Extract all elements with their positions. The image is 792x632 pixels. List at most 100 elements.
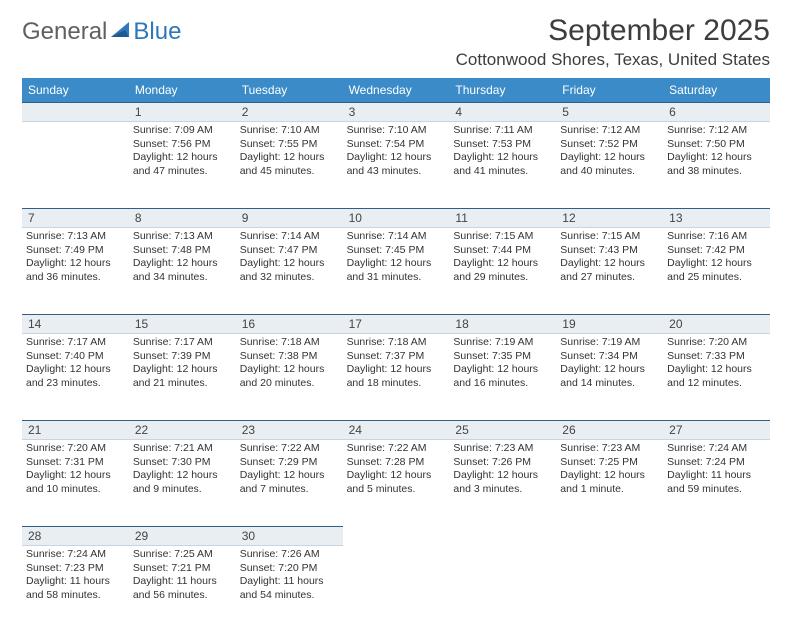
daylight-text-b: and 7 minutes. — [240, 483, 339, 497]
calendar-cell: Sunrise: 7:11 AMSunset: 7:53 PMDaylight:… — [449, 122, 556, 208]
sunrise-text: Sunrise: 7:22 AM — [240, 442, 339, 456]
day-number: 25 — [449, 420, 556, 440]
sunset-text: Sunset: 7:29 PM — [240, 456, 339, 470]
daylight-text-b: and 5 minutes. — [347, 483, 446, 497]
day-number: 19 — [556, 314, 663, 334]
daylight-text-b: and 38 minutes. — [667, 165, 766, 179]
day-number: 16 — [236, 314, 343, 334]
sunset-text: Sunset: 7:37 PM — [347, 350, 446, 364]
daylight-text-b: and 20 minutes. — [240, 377, 339, 391]
daylight-text-a: Daylight: 12 hours — [133, 363, 232, 377]
sunset-text: Sunset: 7:33 PM — [667, 350, 766, 364]
calendar-cell — [449, 546, 556, 632]
day-number: 6 — [663, 102, 770, 122]
sunset-text: Sunset: 7:42 PM — [667, 244, 766, 258]
daylight-text-b: and 3 minutes. — [453, 483, 552, 497]
sunrise-text: Sunrise: 7:10 AM — [240, 124, 339, 138]
sunrise-text: Sunrise: 7:17 AM — [133, 336, 232, 350]
logo-sail-icon — [109, 18, 131, 46]
daylight-text-b: and 40 minutes. — [560, 165, 659, 179]
daylight-text-a: Daylight: 12 hours — [347, 151, 446, 165]
daylight-text-a: Daylight: 12 hours — [453, 469, 552, 483]
sunrise-text: Sunrise: 7:20 AM — [667, 336, 766, 350]
day-number: 7 — [22, 208, 129, 228]
daylight-text-b: and 14 minutes. — [560, 377, 659, 391]
logo-text-general: General — [22, 18, 107, 46]
weekday-header: Monday — [129, 78, 236, 102]
calendar-cell: Sunrise: 7:24 AMSunset: 7:23 PMDaylight:… — [22, 546, 129, 632]
sunset-text: Sunset: 7:54 PM — [347, 138, 446, 152]
day-number: 18 — [449, 314, 556, 334]
sunset-text: Sunset: 7:23 PM — [26, 562, 125, 576]
day-number: 24 — [343, 420, 450, 440]
sunset-text: Sunset: 7:38 PM — [240, 350, 339, 364]
calendar-cell: Sunrise: 7:20 AMSunset: 7:33 PMDaylight:… — [663, 334, 770, 420]
day-number — [22, 102, 129, 122]
calendar-cell: Sunrise: 7:18 AMSunset: 7:38 PMDaylight:… — [236, 334, 343, 420]
daylight-text-a: Daylight: 12 hours — [347, 469, 446, 483]
sunrise-text: Sunrise: 7:24 AM — [667, 442, 766, 456]
sunset-text: Sunset: 7:43 PM — [560, 244, 659, 258]
daylight-text-b: and 47 minutes. — [133, 165, 232, 179]
sunrise-text: Sunrise: 7:23 AM — [453, 442, 552, 456]
day-number — [556, 526, 663, 546]
daylight-text-a: Daylight: 12 hours — [347, 257, 446, 271]
daylight-text-b: and 34 minutes. — [133, 271, 232, 285]
daylight-text-a: Daylight: 12 hours — [133, 469, 232, 483]
sunset-text: Sunset: 7:20 PM — [240, 562, 339, 576]
sunset-text: Sunset: 7:49 PM — [26, 244, 125, 258]
daylight-text-b: and 41 minutes. — [453, 165, 552, 179]
sunrise-text: Sunrise: 7:19 AM — [560, 336, 659, 350]
day-number: 12 — [556, 208, 663, 228]
day-number: 9 — [236, 208, 343, 228]
sunrise-text: Sunrise: 7:12 AM — [667, 124, 766, 138]
calendar-grid: SundayMondayTuesdayWednesdayThursdayFrid… — [22, 78, 770, 632]
daylight-text-a: Daylight: 12 hours — [560, 257, 659, 271]
daylight-text-b: and 27 minutes. — [560, 271, 659, 285]
calendar-cell: Sunrise: 7:19 AMSunset: 7:34 PMDaylight:… — [556, 334, 663, 420]
daylight-text-b: and 59 minutes. — [667, 483, 766, 497]
daylight-text-a: Daylight: 12 hours — [453, 151, 552, 165]
day-number: 10 — [343, 208, 450, 228]
day-number: 20 — [663, 314, 770, 334]
sunset-text: Sunset: 7:47 PM — [240, 244, 339, 258]
sunset-text: Sunset: 7:30 PM — [133, 456, 232, 470]
sunrise-text: Sunrise: 7:10 AM — [347, 124, 446, 138]
weekday-header: Tuesday — [236, 78, 343, 102]
day-number: 28 — [22, 526, 129, 546]
daylight-text-a: Daylight: 11 hours — [667, 469, 766, 483]
sunset-text: Sunset: 7:28 PM — [347, 456, 446, 470]
daylight-text-a: Daylight: 12 hours — [560, 151, 659, 165]
day-number: 4 — [449, 102, 556, 122]
daylight-text-b: and 9 minutes. — [133, 483, 232, 497]
day-number: 14 — [22, 314, 129, 334]
daylight-text-b: and 25 minutes. — [667, 271, 766, 285]
calendar-cell — [663, 546, 770, 632]
weekday-header: Friday — [556, 78, 663, 102]
calendar-cell: Sunrise: 7:23 AMSunset: 7:26 PMDaylight:… — [449, 440, 556, 526]
calendar-cell: Sunrise: 7:10 AMSunset: 7:54 PMDaylight:… — [343, 122, 450, 208]
logo: General Blue — [22, 14, 181, 46]
month-title: September 2025 — [456, 14, 770, 48]
calendar-cell: Sunrise: 7:13 AMSunset: 7:49 PMDaylight:… — [22, 228, 129, 314]
sunrise-text: Sunrise: 7:11 AM — [453, 124, 552, 138]
daylight-text-b: and 10 minutes. — [26, 483, 125, 497]
sunrise-text: Sunrise: 7:19 AM — [453, 336, 552, 350]
calendar-cell: Sunrise: 7:15 AMSunset: 7:43 PMDaylight:… — [556, 228, 663, 314]
calendar-cell: Sunrise: 7:15 AMSunset: 7:44 PMDaylight:… — [449, 228, 556, 314]
day-number: 1 — [129, 102, 236, 122]
sunrise-text: Sunrise: 7:15 AM — [453, 230, 552, 244]
day-number — [663, 526, 770, 546]
calendar-cell: Sunrise: 7:22 AMSunset: 7:29 PMDaylight:… — [236, 440, 343, 526]
calendar-cell: Sunrise: 7:14 AMSunset: 7:45 PMDaylight:… — [343, 228, 450, 314]
daylight-text-a: Daylight: 12 hours — [453, 363, 552, 377]
daylight-text-b: and 23 minutes. — [26, 377, 125, 391]
day-number: 17 — [343, 314, 450, 334]
daylight-text-a: Daylight: 12 hours — [240, 469, 339, 483]
calendar-cell: Sunrise: 7:12 AMSunset: 7:52 PMDaylight:… — [556, 122, 663, 208]
day-number: 3 — [343, 102, 450, 122]
calendar-cell: Sunrise: 7:10 AMSunset: 7:55 PMDaylight:… — [236, 122, 343, 208]
sunrise-text: Sunrise: 7:13 AM — [26, 230, 125, 244]
daylight-text-a: Daylight: 12 hours — [240, 363, 339, 377]
sunrise-text: Sunrise: 7:12 AM — [560, 124, 659, 138]
